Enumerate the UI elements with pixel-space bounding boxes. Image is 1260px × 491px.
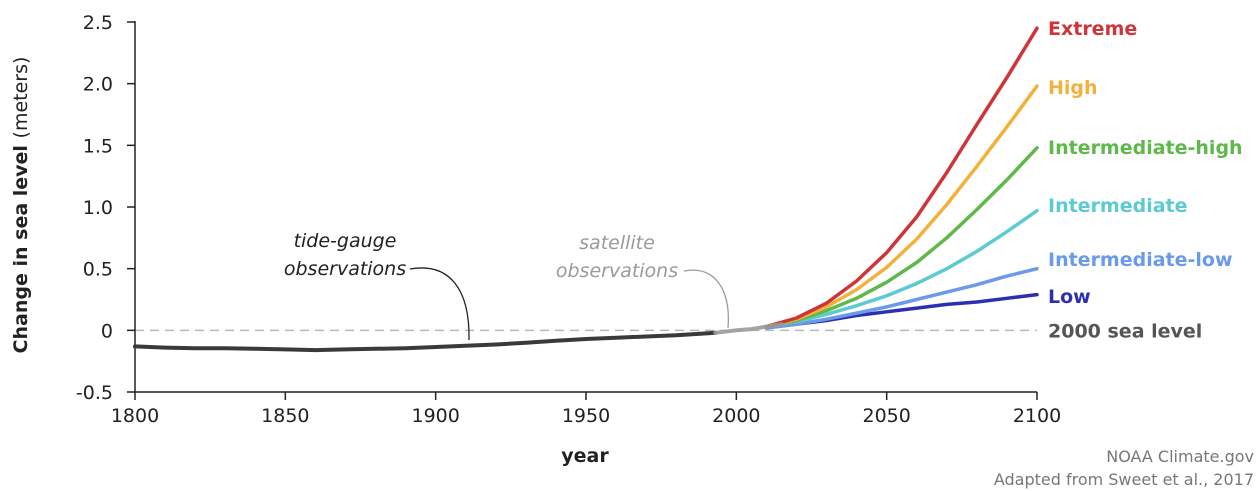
y-axis-title: Change in sea level (meters) [10,57,32,354]
annotation-tide-gauge-line2: observations [284,258,406,280]
y-tick-label: 2.5 [83,12,113,34]
y-tick-label: 0 [101,320,113,342]
credit-adapted: Adapted from Sweet et al., 2017 [994,470,1254,489]
y-axis-title-unit: (meters) [10,57,32,139]
annotation-satellite-line1: satellite [579,232,655,254]
label-extreme: Extreme [1048,18,1137,40]
y-tick-label: 2.0 [83,74,113,96]
label-2000-sea-level: 2000 sea level [1048,320,1202,342]
x-tick-label: 1850 [261,405,309,427]
label-intermediate: Intermediate [1048,195,1188,217]
series-intermediate-low [764,266,1039,330]
series-intermediate [764,208,1039,329]
y-tick-label: -0.5 [76,382,113,404]
label-intermediate-high: Intermediate-high [1048,137,1243,159]
y-axis-title-main: Change in sea level [10,145,32,353]
x-tick-label: 1900 [411,405,459,427]
series-extreme [764,26,1039,329]
series-intermediate-high [764,146,1039,329]
series-satellite [713,322,784,335]
series-tide-gauge [133,330,718,353]
x-tick-label: 1950 [562,405,610,427]
label-low: Low [1048,286,1091,308]
x-tick-label: 2050 [862,405,910,427]
annotation-tide-gauge-leader [409,267,470,341]
annotation-tide-gauge-line1: tide-gauge [294,230,397,252]
annotation-satellite-leader [683,269,729,329]
credit-source: NOAA Climate.gov [1106,447,1254,466]
x-tick-label: 2100 [1013,405,1061,427]
x-tick-label: 2000 [712,405,760,427]
label-intermediate-low: Intermediate-low [1048,249,1233,271]
label-high: High [1048,77,1098,99]
annotation-satellite-line2: observations [556,260,678,282]
y-tick-label: 1.5 [83,135,113,157]
series-high [764,84,1039,329]
y-tick-label: 0.5 [83,259,113,281]
y-tick-label: 1.0 [83,197,113,219]
x-tick-label: 1800 [111,405,159,427]
x-axis-title: year [561,445,609,467]
